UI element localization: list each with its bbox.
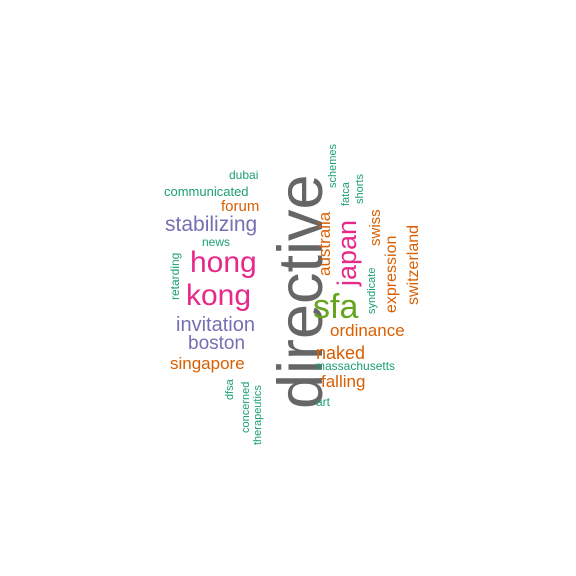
word-forum: forum	[221, 198, 260, 215]
word-sfa: sfa	[313, 288, 359, 326]
word-concerned: concerned	[240, 381, 252, 433]
word-japan: japan	[332, 219, 362, 286]
word-boston: boston	[188, 333, 246, 354]
word-switzerland: switzerland	[405, 224, 422, 305]
word-syndicate: syndicate	[366, 267, 378, 314]
word-massachusetts: massachusetts	[315, 359, 396, 373]
word-naked: naked	[316, 343, 366, 363]
word-falling: falling	[321, 372, 366, 391]
word-retarding: retarding	[168, 252, 182, 300]
word-singapore: singapore	[170, 354, 245, 373]
word-swiss: swiss	[367, 209, 384, 246]
word-expression: expression	[383, 235, 400, 313]
word-shorts: shorts	[354, 174, 366, 204]
word-hong: hong	[190, 246, 257, 279]
word-communicated: communicated	[164, 184, 249, 199]
word-art: art	[316, 395, 331, 409]
word-therapeutics: therapeutics	[252, 385, 264, 445]
word-fatca: fatca	[340, 182, 352, 206]
word-stabilizing: stabilizing	[165, 213, 258, 236]
word-dubai: dubai	[229, 168, 259, 182]
word-kong: kong	[186, 279, 252, 312]
word-schemes: schemes	[327, 143, 339, 188]
word-dfsa: dfsa	[224, 379, 236, 400]
word-australia: australia	[315, 211, 334, 276]
word-news: news	[202, 235, 231, 249]
word-ordinance: ordinance	[330, 321, 405, 340]
word-invitation: invitation	[176, 314, 255, 336]
